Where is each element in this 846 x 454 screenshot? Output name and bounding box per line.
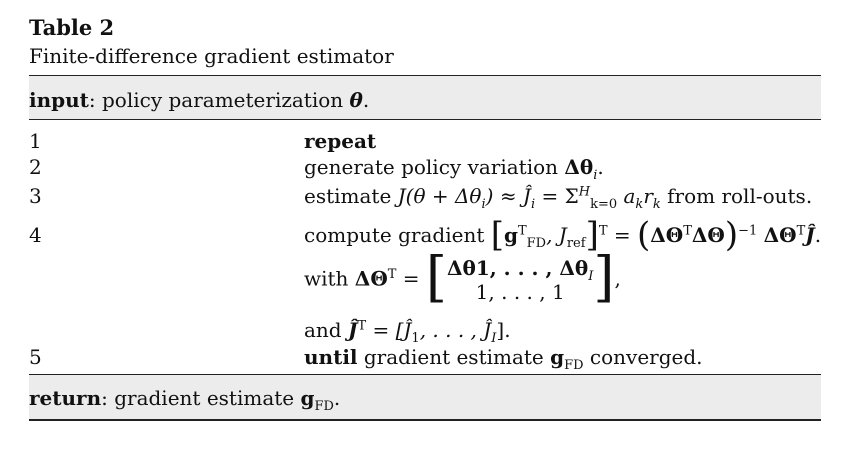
step-number: 4 [29,223,42,247]
input-text: : policy parameterization [88,88,350,112]
top-rule [29,75,821,76]
step-number: 1 [29,129,42,153]
input-line: input: policy parameterization θ. [29,88,370,112]
step-and-jhat: and ĴT = [Ĵ1, . . . , ĴI]. [304,318,511,346]
step-number: 2 [29,155,42,179]
step-generate: generate policy variation Δθi. [304,155,604,183]
bottom-rule [29,419,821,421]
return-line: return: gradient estimate gFD. [29,386,341,414]
repeat-keyword: repeat [304,129,377,153]
input-rule [29,119,821,120]
table-title: Table 2 [29,15,115,40]
step-number: 5 [29,345,42,369]
input-keyword: input [29,88,89,112]
return-band [29,375,821,419]
step-number: 3 [29,184,42,208]
step-until: until gradient estimate gFD converged. [304,345,703,373]
matrix: Δθ1, . . . , ΔθI 1, . . . , 1 [446,256,594,304]
step-with-matrix: with ΔΘT = [Δθ1, . . . , ΔθI 1, . . . , 1… [304,245,621,309]
return-rule [29,374,821,375]
step-estimate: estimate J(θ + Δθi) ≈ Ĵi = ΣHk=0 akrk fr… [304,184,813,212]
input-band [29,76,821,119]
table-subtitle: Finite-difference gradient estimator [29,44,394,68]
step-compute-gradient: compute gradient [gTFD, Jref]T = (ΔΘTΔΘ)… [304,215,822,255]
theta-symbol: θ [349,88,363,112]
